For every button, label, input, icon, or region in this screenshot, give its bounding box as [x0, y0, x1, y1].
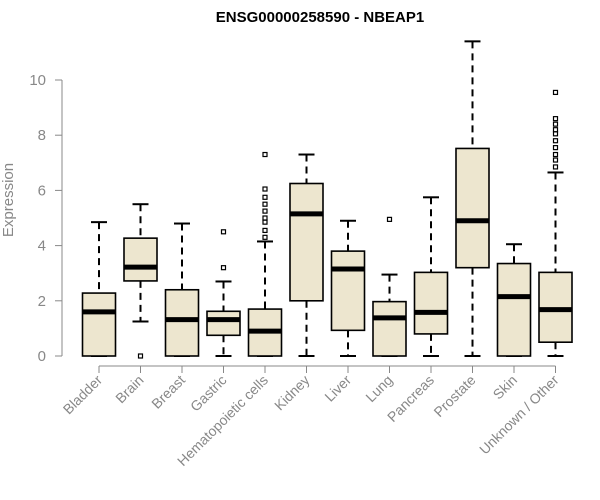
y-tick-label: 2 [38, 293, 46, 310]
iqr-box [455, 147, 490, 269]
outlier-point [220, 265, 227, 271]
y-tick-label: 10 [29, 72, 46, 89]
outlier-point [552, 116, 559, 122]
outlier-point [262, 208, 268, 214]
chart-title: ENSG00000258590 - NBEAP1 [216, 9, 424, 26]
outlier-point [262, 215, 268, 221]
outlier-point [262, 227, 268, 234]
box-gastric [206, 229, 241, 357]
box-liver [330, 219, 366, 357]
box-pancreas [413, 196, 449, 357]
outlier-point [552, 127, 559, 133]
outlier-point [552, 151, 559, 158]
axes: 0 2 4 6 8 10 [29, 72, 556, 373]
iqr-box [413, 271, 449, 335]
iqr-box [81, 292, 117, 357]
iqr-box [372, 300, 407, 357]
x-tick-label: Skin [490, 372, 521, 403]
y-tick-label: 8 [38, 127, 46, 144]
box-hematopoietic-cells [247, 151, 283, 357]
iqr-box [496, 262, 532, 357]
iqr-box [123, 237, 158, 282]
y-axis-label: Expression [0, 163, 17, 237]
x-tick-label: Lung [362, 372, 395, 405]
outlier-point [552, 89, 559, 96]
x-tick-label: Prostate [430, 372, 478, 420]
iqr-box [164, 288, 200, 357]
outlier-point [552, 121, 559, 127]
outlier-point [386, 216, 393, 222]
box-unknown-other [538, 89, 573, 357]
x-tick-label: Breast [148, 372, 188, 412]
box-kidney [289, 153, 324, 357]
outlier-point [262, 219, 268, 225]
iqr-box [206, 310, 241, 337]
outlier-point [262, 151, 268, 158]
iqr-box [289, 182, 324, 302]
y-tick-label: 0 [38, 348, 46, 365]
outlier-point [552, 145, 559, 151]
x-tick-label: Unknown / Other [476, 372, 562, 458]
outlier-point [552, 138, 559, 144]
outlier-point [262, 186, 268, 192]
outlier-point [262, 201, 268, 207]
box-skin [496, 243, 532, 357]
outlier-point [552, 131, 559, 137]
box-prostate [455, 40, 490, 357]
box-brain [123, 203, 158, 359]
iqr-box [330, 250, 366, 332]
x-tick-label: Kidney [271, 372, 313, 414]
outlier-point [220, 229, 227, 235]
x-tick-label: Liver [321, 372, 354, 405]
box-breast [164, 222, 200, 357]
outlier-point [552, 164, 559, 170]
boxes [81, 40, 573, 359]
box-bladder [81, 221, 117, 357]
outlier-point [262, 194, 268, 200]
outlier-point [262, 234, 268, 240]
box-lung [372, 216, 407, 357]
x-tick-label: Brain [112, 372, 146, 406]
outlier-point [552, 157, 559, 163]
outlier-point [137, 353, 144, 359]
y-tick-label: 4 [38, 238, 46, 255]
x-tick-label: Bladder [60, 372, 106, 418]
y-tick-label: 6 [38, 182, 46, 199]
